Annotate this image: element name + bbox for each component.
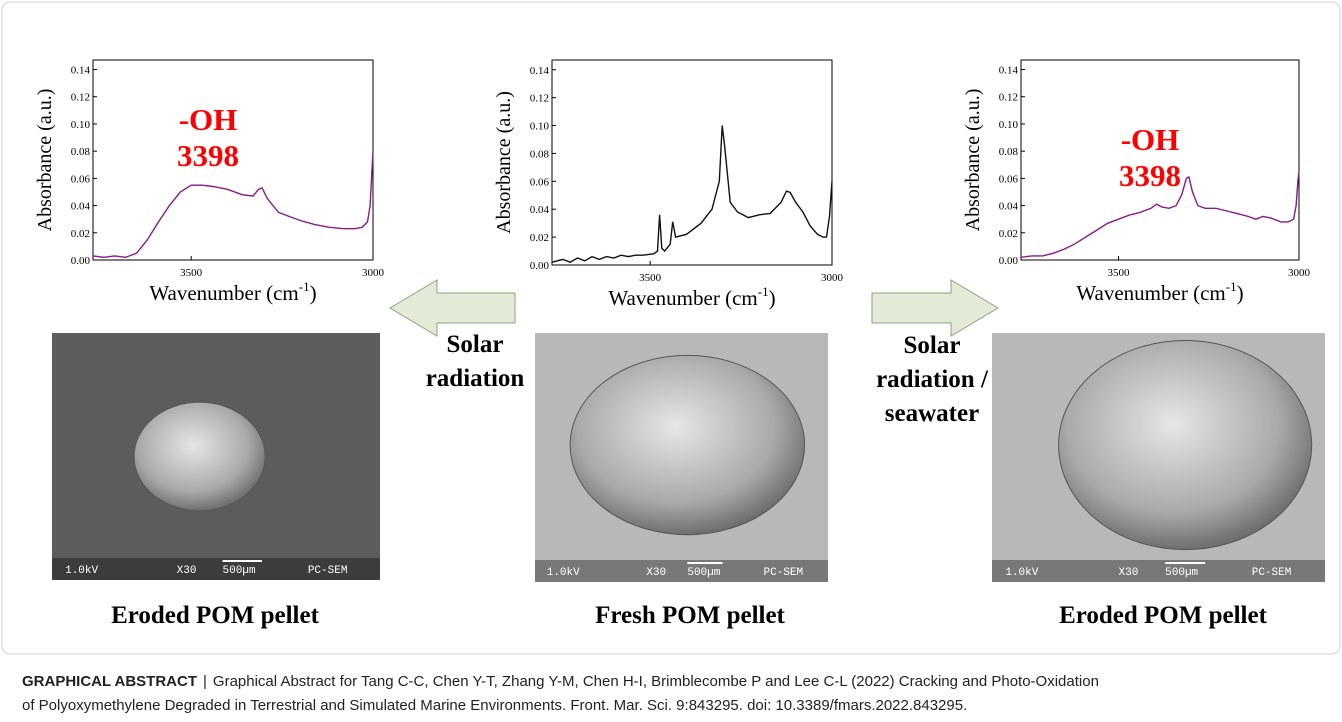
sem-pellet [570, 355, 804, 534]
sem-label: 500µm [687, 567, 720, 579]
y-tick-label: 0.10 [71, 119, 91, 131]
y-tick-label: 0.10 [530, 121, 550, 133]
sem-label: PC-SEM [1252, 567, 1292, 579]
arrow-label: seawater [885, 400, 979, 427]
x-axis-label-end: ) [310, 281, 317, 305]
y-tick-label: 0.14 [71, 65, 91, 77]
spectrum-line [552, 126, 832, 263]
x-tick-label: 3500 [639, 272, 662, 284]
sem-label: 500µm [223, 565, 256, 577]
y-tick-label: 0.10 [999, 119, 1019, 131]
y-tick-label: 0.02 [71, 228, 90, 240]
arrow-label: radiation / [876, 366, 989, 393]
y-tick-label: 0.06 [999, 173, 1019, 185]
footer-line: of Polyoxymethylene Degraded in Terrestr… [22, 697, 967, 714]
annotation: -OH [179, 102, 238, 137]
x-tick-label: 3500 [180, 267, 203, 279]
sem-label: 500µm [1165, 567, 1198, 579]
x-axis-label-end: ) [1237, 281, 1244, 305]
sem-pellet [134, 402, 265, 511]
y-tick-label: 0.14 [999, 65, 1019, 77]
y-tick-label: 0.08 [530, 148, 550, 160]
y-tick-label: 0.08 [999, 146, 1019, 158]
x-axis-label-main: Wavenumber (cm [608, 286, 757, 310]
x-axis-label-main: Wavenumber (cm [1076, 281, 1225, 305]
footer-label: GRAPHICAL ABSTRACT [22, 673, 197, 690]
image-caption: Eroded POM pellet [111, 602, 320, 629]
x-axis-label: Wavenumber (cm-1) [608, 284, 775, 310]
y-tick-label: 0.04 [530, 204, 550, 216]
sem-label: PC-SEM [764, 567, 804, 579]
x-axis-label-sup: -1 [299, 279, 310, 294]
x-axis-label-sup: -1 [1226, 279, 1237, 294]
sem-label: 1.0kV [547, 567, 580, 579]
y-tick-label: 0.08 [71, 146, 91, 158]
x-axis-label-sup: -1 [758, 284, 769, 299]
y-tick-label: 0.04 [71, 201, 91, 213]
sem-label: X30 [1119, 567, 1139, 579]
y-tick-label: 0.00 [999, 255, 1019, 267]
arrow-label: Solar [447, 331, 504, 358]
x-axis-label-main: Wavenumber (cm [149, 281, 298, 305]
arrow-right [872, 280, 998, 336]
sem-label: 1.0kV [65, 565, 98, 577]
y-tick-label: 0.02 [999, 228, 1018, 240]
sem-pellet [1059, 340, 1312, 549]
y-axis-label: Absorbance (a.u.) [962, 89, 984, 232]
x-tick-label: 3500 [1107, 267, 1130, 279]
y-tick-label: 0.00 [530, 260, 550, 272]
footer-line: GRAPHICAL ABSTRACT | Graphical Abstract fo… [22, 673, 1099, 690]
x-axis-label: Wavenumber (cm-1) [1076, 279, 1243, 305]
sem-label: X30 [177, 565, 197, 577]
y-tick-label: 0.06 [71, 173, 91, 185]
x-axis-label-end: ) [769, 286, 776, 310]
x-tick-label: 3000 [362, 267, 385, 279]
x-tick-label: 3000 [1288, 267, 1311, 279]
y-tick-label: 0.00 [71, 255, 91, 267]
y-axis-label: Absorbance (a.u.) [34, 89, 56, 232]
image-caption: Fresh POM pellet [595, 602, 785, 629]
sem-label: X30 [646, 567, 666, 579]
annotation: 3398 [1119, 158, 1181, 193]
y-tick-label: 0.04 [999, 201, 1019, 213]
sem-label: PC-SEM [308, 565, 348, 577]
plot-frame [552, 60, 832, 265]
y-tick-label: 0.14 [530, 65, 550, 77]
arrow-left [390, 280, 515, 336]
y-tick-label: 0.12 [71, 92, 90, 104]
y-tick-label: 0.12 [999, 92, 1018, 104]
footer-text: Graphical Abstract for Tang C-C, Chen Y-… [213, 673, 1099, 690]
x-axis-label: Wavenumber (cm-1) [149, 279, 316, 305]
footer-separator: | [203, 673, 207, 690]
sem-label: 1.0kV [1005, 567, 1038, 579]
image-caption: Eroded POM pellet [1059, 602, 1268, 629]
y-tick-label: 0.02 [530, 232, 549, 244]
y-tick-label: 0.12 [530, 93, 549, 105]
arrow-label: Solar [904, 332, 961, 359]
x-tick-label: 3000 [821, 272, 844, 284]
graphical-abstract: 0.00 0.02 0.04 0.06 0.08 0.10 0.12 0.14 3500 3000… [0, 0, 1342, 722]
y-tick-label: 0.06 [530, 176, 550, 188]
arrow-label: radiation [426, 365, 525, 392]
annotation: 3398 [177, 138, 239, 173]
y-axis-label: Absorbance (a.u.) [493, 91, 515, 234]
annotation: -OH [1121, 122, 1180, 157]
